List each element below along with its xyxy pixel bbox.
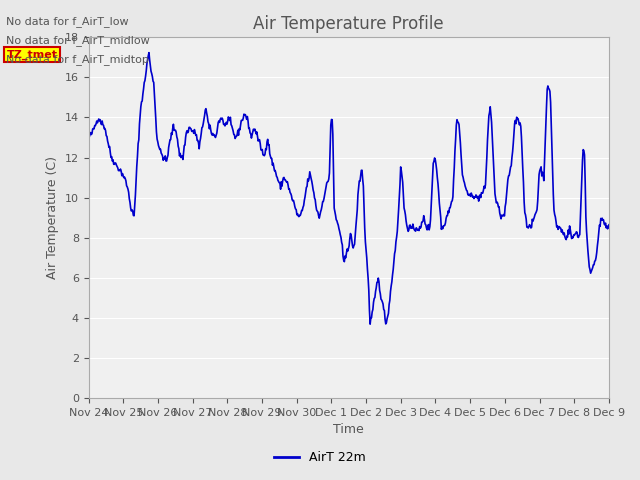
Title: Air Temperature Profile: Air Temperature Profile — [253, 15, 444, 33]
Text: TZ_tmet: TZ_tmet — [6, 49, 58, 60]
X-axis label: Time: Time — [333, 423, 364, 436]
Text: No data for f_AirT_midlow: No data for f_AirT_midlow — [6, 35, 150, 46]
Text: No data for f_AirT_midtop: No data for f_AirT_midtop — [6, 54, 149, 65]
Y-axis label: Air Temperature (C): Air Temperature (C) — [46, 156, 59, 279]
Text: No data for f_AirT_low: No data for f_AirT_low — [6, 16, 129, 27]
Legend: AirT 22m: AirT 22m — [269, 446, 371, 469]
